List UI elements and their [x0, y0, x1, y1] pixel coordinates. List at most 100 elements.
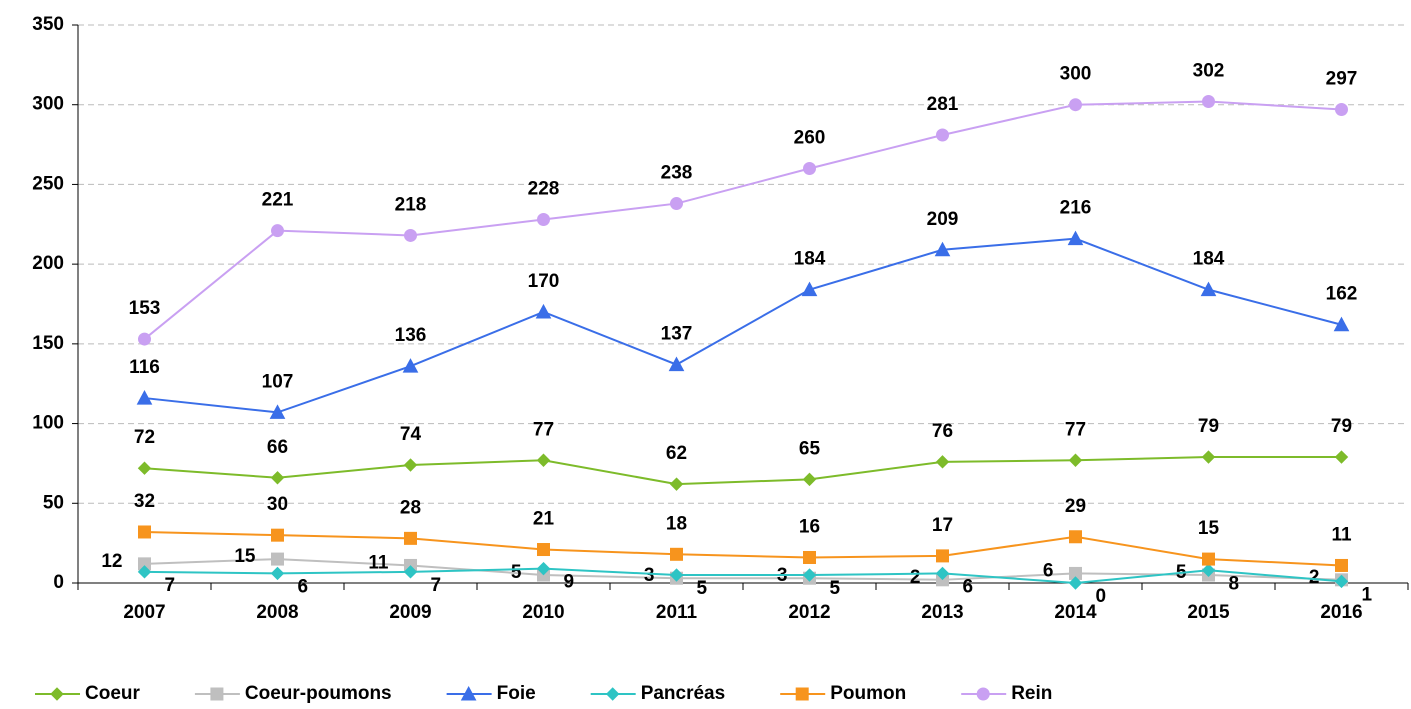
data-label: 11 [368, 552, 389, 573]
line [144, 558, 1342, 581]
data-label: 77 [1065, 419, 1086, 440]
marker [403, 458, 418, 472]
data-label: 72 [134, 427, 155, 448]
data-label: 17 [932, 515, 953, 536]
marker [537, 543, 550, 557]
marker [271, 552, 284, 566]
marker [536, 561, 551, 576]
data-label: 216 [1060, 198, 1092, 219]
marker [935, 455, 950, 469]
marker [404, 228, 417, 242]
y-tick-label: 100 [32, 413, 64, 434]
data-label: 260 [794, 128, 826, 149]
marker [1335, 102, 1348, 116]
data-label: 1 [1362, 584, 1373, 605]
data-label: 15 [234, 546, 256, 567]
legend-marker [210, 687, 224, 701]
legend-item: Coeur-poumons [194, 683, 392, 704]
y-tick-label: 350 [32, 14, 64, 35]
data-label: 16 [799, 517, 820, 538]
data-label: 12 [101, 551, 122, 572]
marker [669, 568, 684, 582]
marker [670, 197, 683, 211]
data-label: 2 [1309, 567, 1320, 588]
y-tick-label: 150 [32, 333, 64, 354]
legend-item: Poumon [780, 683, 906, 704]
x-tick-label: 2014 [1054, 602, 1097, 623]
data-label: 21 [533, 509, 555, 530]
data-label: 0 [1096, 586, 1107, 607]
data-label: 28 [400, 497, 421, 518]
legend-item: Foie [446, 683, 536, 704]
marker [271, 224, 284, 238]
data-label: 5 [511, 562, 522, 583]
marker [1067, 230, 1084, 246]
data-label: 6 [963, 576, 974, 597]
data-label: 153 [129, 298, 161, 319]
line [144, 237, 1342, 414]
x-tick-label: 2010 [522, 602, 564, 623]
y-tick-label: 0 [53, 572, 64, 593]
data-label: 74 [400, 424, 422, 445]
marker [536, 453, 551, 467]
marker [1334, 450, 1349, 464]
marker [404, 531, 417, 545]
marker [1069, 98, 1082, 112]
marker [1201, 563, 1216, 577]
x-tick-label: 2009 [389, 602, 431, 623]
series: 7 6 7 9 5 5 6 0 8 1 [137, 561, 1373, 607]
marker [138, 525, 151, 539]
y-tick-label: 250 [32, 173, 64, 194]
legend-item: Coeur [35, 683, 141, 704]
marker [535, 303, 552, 319]
series: 12 15 11 5 3 3 2 6 5 2 [101, 546, 1348, 588]
legend-label: Pancréas [641, 683, 726, 704]
y-tick-label: 300 [32, 94, 64, 115]
data-label: 8 [1229, 573, 1240, 594]
line [144, 530, 1342, 567]
data-label: 66 [267, 437, 288, 458]
data-label: 137 [661, 324, 693, 345]
marker [802, 568, 817, 582]
data-label: 7 [431, 575, 442, 596]
marker [1068, 576, 1083, 590]
marker [936, 549, 949, 563]
marker [934, 241, 951, 257]
data-label: 30 [267, 494, 288, 515]
marker [1335, 558, 1348, 572]
marker [1068, 453, 1083, 467]
marker [138, 332, 151, 346]
y-tick-label: 50 [43, 492, 64, 513]
marker [669, 477, 684, 491]
marker [271, 528, 284, 542]
data-label: 107 [262, 371, 294, 392]
series: 72 66 74 77 62 65 76 77 79 79 [134, 416, 1352, 491]
marker [802, 472, 817, 487]
marker [537, 213, 550, 227]
data-label: 76 [932, 421, 953, 442]
data-label: 62 [666, 443, 687, 464]
x-tick-label: 2007 [123, 602, 165, 623]
legend-item: Pancréas [590, 683, 726, 704]
marker [270, 566, 285, 581]
marker [1202, 95, 1215, 109]
data-label: 9 [564, 572, 575, 593]
marker [403, 565, 418, 579]
marker [803, 550, 816, 564]
marker [136, 390, 153, 405]
data-label: 7 [165, 575, 176, 596]
line [144, 567, 1342, 585]
marker [935, 566, 950, 581]
marker [670, 547, 683, 561]
legend-label: Coeur-poumons [245, 683, 392, 704]
marker [1202, 552, 1215, 566]
legend-marker [795, 687, 809, 701]
data-label: 79 [1331, 416, 1352, 437]
x-tick-label: 2011 [656, 602, 698, 623]
data-label: 79 [1198, 416, 1219, 437]
data-label: 32 [134, 491, 155, 512]
marker [1333, 316, 1350, 332]
data-label: 136 [395, 325, 427, 346]
data-label: 184 [794, 249, 826, 270]
data-label: 77 [533, 419, 554, 440]
